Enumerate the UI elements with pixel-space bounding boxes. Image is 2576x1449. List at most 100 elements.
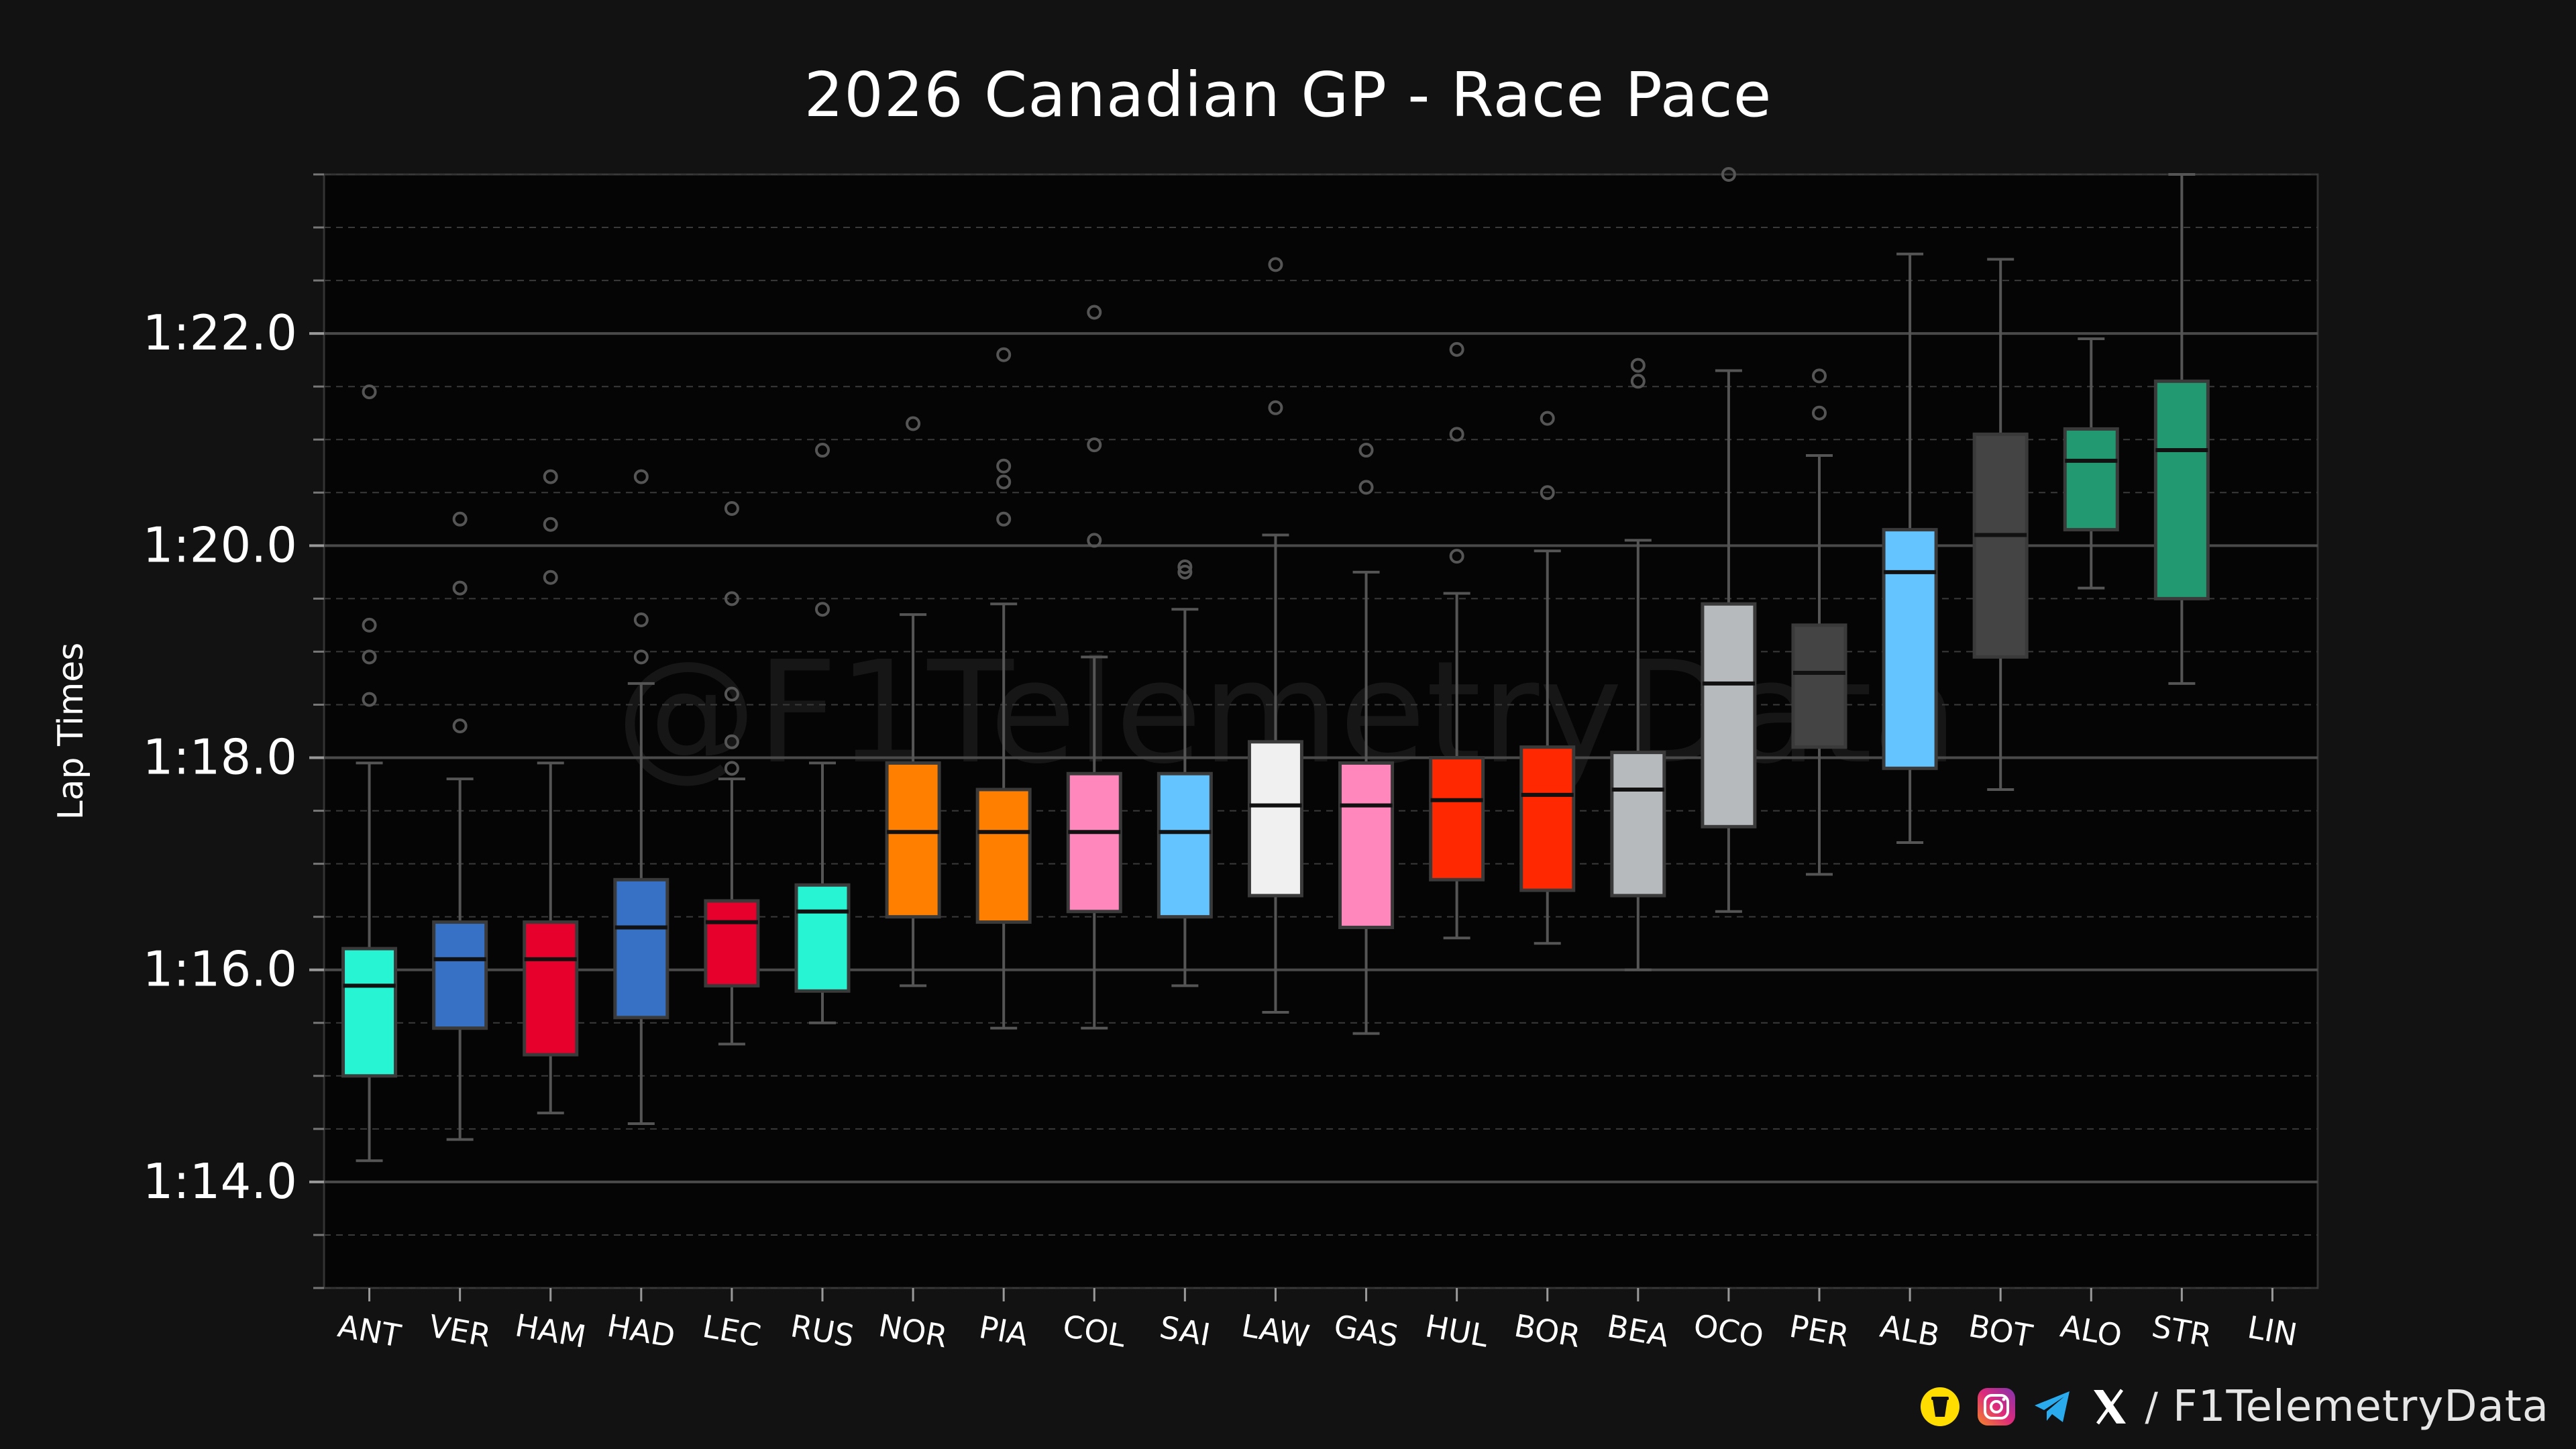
outlier-point: [1812, 368, 1827, 384]
x-tick-label: SAI: [1157, 1309, 1213, 1353]
box-sai: [1157, 771, 1213, 919]
outlier-point: [1087, 533, 1102, 548]
outlier-point: [1540, 411, 1555, 426]
x-tick-label: LAW: [1239, 1307, 1312, 1355]
box-lec: [704, 899, 760, 987]
telegram-icon[interactable]: [2032, 1386, 2074, 1428]
x-tick-label: STR: [2149, 1308, 2214, 1354]
outlier-point: [1449, 427, 1464, 442]
instagram-icon[interactable]: [1976, 1386, 2017, 1428]
x-tick-label: HUL: [1423, 1307, 1491, 1354]
box-ver: [432, 920, 488, 1030]
box-alo: [2063, 427, 2119, 532]
outlier-point: [996, 511, 1012, 527]
box-alb: [1882, 528, 1938, 770]
x-tick-label: LEC: [700, 1308, 763, 1354]
footer-social: / F1TelemetryData: [1919, 1377, 2549, 1437]
x-tick-label: GAS: [1331, 1307, 1401, 1354]
outlier-point: [633, 612, 649, 627]
outlier-point: [1630, 358, 1646, 373]
outlier-point: [1177, 564, 1193, 580]
box-ant: [341, 947, 398, 1078]
chart-title: 2026 Canadian GP - Race Pace: [804, 59, 1772, 131]
outlier-point: [633, 469, 649, 484]
outlier-point: [362, 649, 377, 665]
outlier-point: [724, 686, 739, 702]
outlier-point: [1449, 549, 1464, 564]
y-tick-label: 1:20.0: [143, 517, 297, 573]
y-tick-label: 1:14.0: [143, 1153, 297, 1210]
outlier-point: [452, 718, 468, 734]
outlier-point: [906, 416, 921, 431]
outlier-point: [724, 761, 739, 776]
x-tick-label: RUS: [788, 1307, 857, 1354]
outlier-point: [1087, 437, 1102, 453]
outlier-point: [452, 511, 468, 527]
outlier-point: [1358, 480, 1374, 495]
outlier-point: [543, 517, 558, 532]
outlier-point: [543, 570, 558, 585]
box-bea: [1610, 751, 1666, 898]
x-tick-label: PIA: [977, 1309, 1032, 1353]
box-str: [2153, 379, 2210, 600]
outlier-point: [1358, 443, 1374, 458]
x-tick-label: COL: [1060, 1307, 1128, 1354]
outlier-point: [996, 458, 1012, 474]
outlier-point: [362, 384, 377, 400]
x-tick-label: HAM: [513, 1307, 589, 1355]
outlier-point: [1268, 257, 1283, 272]
outlier-point: [724, 591, 739, 606]
x-tick-label: OCO: [1691, 1307, 1766, 1354]
box-col: [1066, 771, 1122, 914]
x-tick-label: BEA: [1605, 1307, 1672, 1354]
x-tick-label: HAD: [604, 1307, 678, 1355]
x-tick-label: NOR: [876, 1307, 950, 1355]
outlier-point: [1177, 559, 1193, 574]
box-oco: [1701, 602, 1757, 828]
footer-separator: /: [2145, 1384, 2158, 1430]
outlier-point: [1087, 305, 1102, 320]
box-nor: [885, 761, 941, 919]
outlier-point: [633, 649, 649, 665]
outlier-point: [543, 469, 558, 484]
x-tick-label: ALO: [2057, 1307, 2125, 1354]
box-rus: [794, 883, 851, 993]
box-bor: [1519, 745, 1576, 892]
buymeacoffee-icon[interactable]: [1919, 1386, 1961, 1428]
x-icon[interactable]: [2088, 1386, 2130, 1428]
outlier-point: [1540, 485, 1555, 500]
x-tick-label: ALB: [1878, 1308, 1943, 1354]
y-tick-label: 1:16.0: [143, 941, 297, 998]
plot-area: [323, 173, 2319, 1289]
footer-handle[interactable]: F1TelemetryData: [2172, 1382, 2549, 1432]
outlier-point: [1812, 405, 1827, 421]
x-tick-label: PER: [1787, 1308, 1852, 1354]
outlier-point: [1630, 374, 1646, 389]
box-bot: [1972, 432, 2029, 659]
outlier-point: [815, 602, 830, 617]
box-hul: [1429, 756, 1485, 881]
x-tick-label: BOR: [1511, 1307, 1583, 1354]
box-ham: [523, 920, 579, 1057]
x-tick-label: VER: [426, 1307, 493, 1354]
outlier-point: [1449, 341, 1464, 357]
outlier-point: [1721, 167, 1736, 182]
box-pia: [975, 788, 1032, 924]
outlier-point: [362, 617, 377, 633]
outlier-point: [452, 580, 468, 596]
outlier-point: [724, 734, 739, 749]
outlier-point: [1268, 400, 1283, 415]
outlier-point: [996, 474, 1012, 490]
x-tick-label: BOT: [1966, 1307, 2036, 1354]
box-gas: [1338, 761, 1395, 929]
x-tick-label: LIN: [2245, 1309, 2300, 1353]
box-per: [1791, 623, 1847, 749]
outlier-point: [996, 347, 1012, 362]
outlier-point: [815, 443, 830, 458]
outlier-point: [362, 692, 377, 707]
outlier-point: [724, 501, 739, 516]
y-tick-label: 1:18.0: [143, 729, 297, 786]
y-tick-label: 1:22.0: [143, 305, 297, 361]
x-tick-label: ANT: [335, 1307, 405, 1354]
